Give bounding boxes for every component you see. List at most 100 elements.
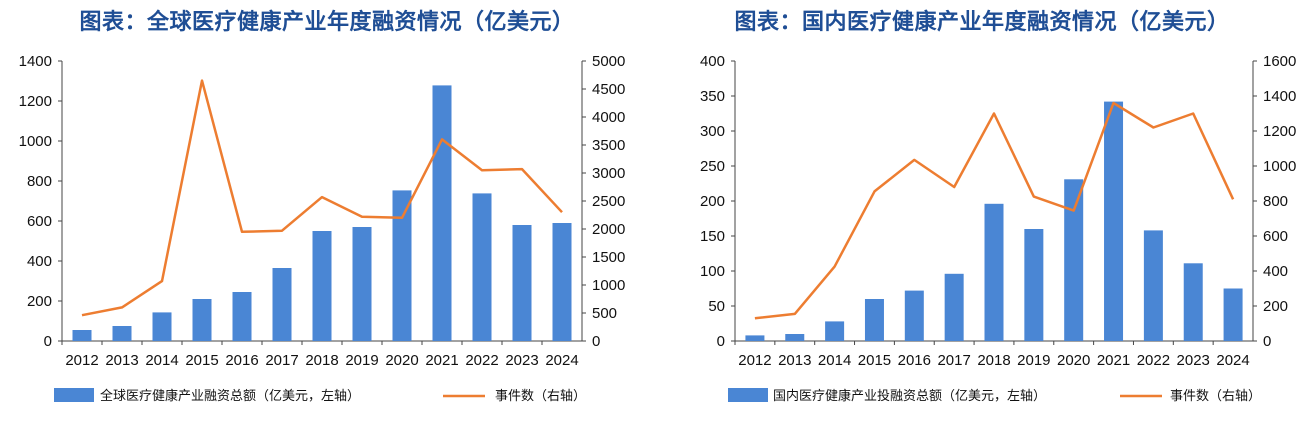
right-y-tick-label: 800 xyxy=(1263,193,1288,210)
bar xyxy=(472,193,492,341)
left-y-tick-label: 200 xyxy=(27,293,52,310)
x-tick-label: 2021 xyxy=(425,352,458,369)
right-y-tick-label: 2000 xyxy=(592,221,625,238)
global-financing-chart-panel: 图表：全球医疗健康产业年度融资情况（亿美元） 0 200 400 600 800 1000… xyxy=(0,0,654,421)
left-y-tick-label: 1200 xyxy=(19,93,52,110)
bar xyxy=(864,299,884,341)
right-y-tick-label: 1400 xyxy=(1263,88,1296,105)
left-y-tick-label: 400 xyxy=(700,53,725,70)
right-y-tick-label: 3500 xyxy=(592,137,625,154)
left-y-tick-label: 50 xyxy=(708,298,725,315)
right-y-tick-label: 0 xyxy=(592,333,600,350)
bar xyxy=(1143,230,1163,341)
x-tick-label: 2017 xyxy=(937,352,970,369)
domestic-financing-chart: 0 50 100 150 200 250 300 350 400 0 200 400 600 800 100… xyxy=(700,53,1296,404)
x-tick-label: 2024 xyxy=(1216,352,1249,369)
right-y-tick-label: 600 xyxy=(1263,228,1288,245)
left-y-tick-label: 400 xyxy=(27,253,52,270)
legend-bar-label: 国内医疗健康产业投融资总额（亿美元，左轴） xyxy=(773,388,1046,404)
right-y-tick-label: 1000 xyxy=(1263,158,1296,175)
x-tick-label: 2016 xyxy=(225,352,258,369)
bar xyxy=(1104,101,1124,341)
x-tick-label: 2019 xyxy=(345,352,378,369)
right-y-tick-label: 500 xyxy=(592,305,617,322)
x-tick-label: 2014 xyxy=(818,352,851,369)
x-tick-label: 2022 xyxy=(465,352,498,369)
left-y-tick-label: 150 xyxy=(700,228,725,245)
bar xyxy=(352,227,372,341)
left-y-tick-label: 600 xyxy=(27,213,52,230)
left-y-tick-label: 800 xyxy=(27,173,52,190)
bar xyxy=(312,231,332,341)
bar xyxy=(72,330,92,341)
left-y-tick-label: 100 xyxy=(700,263,725,280)
bar xyxy=(1183,263,1203,341)
bar xyxy=(984,203,1004,341)
right-y-tick-label: 2500 xyxy=(592,193,625,210)
x-tick-label: 2012 xyxy=(65,352,98,369)
x-tick-label: 2017 xyxy=(265,352,298,369)
left-y-tick-label: 200 xyxy=(700,193,725,210)
bar xyxy=(232,292,252,341)
left-y-tick-label: 0 xyxy=(717,333,725,350)
x-tick-label: 2014 xyxy=(145,352,178,369)
left-y-tick-label: 350 xyxy=(700,88,725,105)
x-tick-label: 2013 xyxy=(778,352,811,369)
x-tick-label: 2023 xyxy=(1177,352,1210,369)
bar xyxy=(552,223,572,341)
legend-bar-swatch xyxy=(728,388,768,402)
legend-bar-swatch xyxy=(54,388,94,402)
bar xyxy=(1024,229,1044,341)
right-y-tick-label: 3000 xyxy=(592,165,625,182)
right-y-tick-label: 1200 xyxy=(1263,123,1296,140)
x-tick-label: 2020 xyxy=(385,352,418,369)
x-tick-label: 2013 xyxy=(105,352,138,369)
x-tick-label: 2023 xyxy=(505,352,538,369)
bar xyxy=(1064,179,1084,341)
left-y-tick-label: 1400 xyxy=(19,53,52,70)
bar xyxy=(944,273,964,341)
legend-bar-label: 全球医疗健康产业融资总额（亿美元，左轴） xyxy=(100,388,360,404)
bar xyxy=(512,225,532,341)
left-y-tick-label: 250 xyxy=(700,158,725,175)
right-y-tick-label: 1500 xyxy=(592,249,625,266)
x-tick-label: 2021 xyxy=(1097,352,1130,369)
bar xyxy=(904,290,924,341)
right-y-tick-label: 5000 xyxy=(592,53,625,70)
domestic-financing-chart-panel: 图表：国内医疗健康产业年度融资情况（亿美元） 0 50 100 150 200 250 30… xyxy=(655,0,1309,421)
x-tick-label: 2016 xyxy=(898,352,931,369)
bar xyxy=(272,268,292,341)
right-y-tick-label: 4000 xyxy=(592,109,625,126)
bar xyxy=(152,312,172,341)
right-y-tick-label: 1600 xyxy=(1263,53,1296,70)
left-y-tick-label: 1000 xyxy=(19,133,52,150)
bar xyxy=(1223,288,1243,341)
left-y-tick-label: 0 xyxy=(44,333,52,350)
bar xyxy=(192,299,212,341)
legend-line-label: 事件数（右轴） xyxy=(1170,389,1261,404)
bar xyxy=(785,334,805,341)
x-tick-label: 2022 xyxy=(1137,352,1170,369)
legend-line-label: 事件数（右轴） xyxy=(495,389,586,404)
x-tick-label: 2018 xyxy=(305,352,338,369)
bar xyxy=(392,190,412,341)
bar xyxy=(112,326,132,341)
event-count-line xyxy=(81,79,563,317)
bar xyxy=(745,335,765,341)
chart-title: 图表：国内医疗健康产业年度融资情况（亿美元） xyxy=(734,10,1230,35)
right-y-tick-label: 400 xyxy=(1263,263,1288,280)
x-tick-label: 2020 xyxy=(1057,352,1090,369)
x-tick-label: 2019 xyxy=(1017,352,1050,369)
x-tick-label: 2015 xyxy=(185,352,218,369)
bar xyxy=(825,321,845,341)
right-y-tick-label: 200 xyxy=(1263,298,1288,315)
x-tick-label: 2024 xyxy=(545,352,578,369)
right-y-tick-label: 0 xyxy=(1263,333,1271,350)
global-financing-chart: 0 200 400 600 800 1000 1200 1400 0 500 1000 1500 200… xyxy=(19,53,626,404)
x-tick-label: 2012 xyxy=(738,352,771,369)
right-y-tick-label: 4500 xyxy=(592,81,625,98)
right-y-tick-label: 1000 xyxy=(592,277,625,294)
x-tick-label: 2018 xyxy=(977,352,1010,369)
chart-title: 图表：全球医疗健康产业年度融资情况（亿美元） xyxy=(79,10,575,35)
x-tick-label: 2015 xyxy=(858,352,891,369)
